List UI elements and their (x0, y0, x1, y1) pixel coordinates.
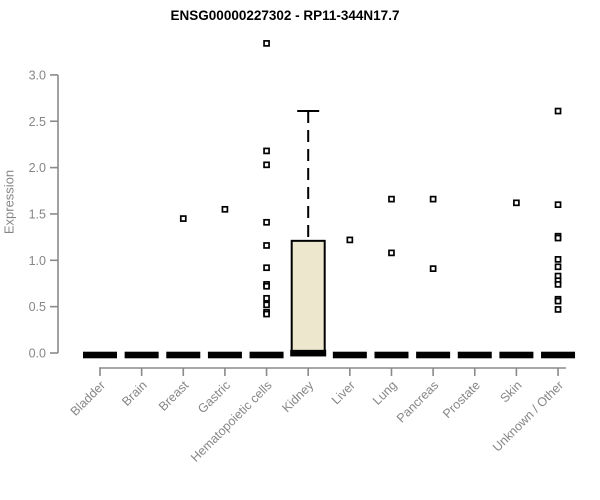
outlier-point (554, 234, 562, 242)
category-tick-label: Prostate (440, 378, 483, 421)
outlier-point (263, 264, 270, 272)
category-tick-label: Lung (370, 378, 400, 408)
median-bar (124, 351, 159, 359)
median-bar (541, 351, 576, 359)
median-bar (374, 351, 409, 359)
outlier-point (429, 265, 437, 272)
outlier-point (388, 249, 395, 257)
median-bar (83, 351, 117, 359)
median-bar (207, 351, 242, 359)
median-bar (290, 349, 327, 357)
outlier-point (263, 161, 270, 169)
outlier-point (554, 201, 562, 209)
outlier-point (221, 205, 229, 213)
median-bar (166, 351, 201, 359)
outlier-point (554, 256, 562, 263)
category-tick-label: Brain (119, 378, 150, 409)
outlier-point (263, 301, 270, 309)
category-tick-label: Unknown / Other (490, 378, 566, 454)
outlier-point (179, 215, 187, 222)
median-bar (416, 351, 451, 359)
outlier-point (513, 199, 520, 207)
outlier-point (263, 282, 270, 290)
outlier-point (429, 195, 437, 203)
outlier-point (554, 107, 562, 115)
outlier-point (346, 236, 354, 244)
outlier-point (263, 40, 270, 47)
category-tick-label: Liver (329, 378, 358, 407)
outlier-point (554, 281, 562, 288)
median-bar (249, 351, 284, 359)
category-tick-label: Kidney (279, 378, 316, 415)
y-tick-label: 3.0 (29, 68, 46, 82)
outlier-point (263, 242, 270, 249)
outlier-point (554, 263, 562, 271)
median-bar (332, 351, 367, 359)
category-tick-label: Bladder (68, 378, 108, 418)
outlier-point (554, 297, 562, 305)
outlier-point (263, 310, 270, 318)
median-bar (457, 351, 492, 359)
box (290, 239, 326, 354)
y-tick-label: 2.0 (29, 161, 46, 175)
outlier-point (388, 195, 395, 203)
outlier-point (554, 306, 562, 313)
y-tick-label: 0.0 (29, 347, 46, 361)
outlier-point (263, 147, 270, 155)
y-tick-label: 0.5 (29, 300, 46, 314)
y-tick-label: 2.5 (29, 115, 46, 129)
category-tick-label: Hematopoietic cells (188, 378, 275, 465)
category-tick-label: Gastric (195, 378, 233, 416)
median-bar (499, 351, 534, 359)
chart-title: ENSG00000227302 - RP11-344N17.7 (170, 8, 400, 23)
y-tick-label: 1.0 (29, 254, 46, 268)
outlier-point (263, 218, 270, 226)
outlier-point (263, 294, 270, 302)
y-tick-label: 1.5 (29, 207, 46, 221)
category-tick-label: Pancreas (394, 378, 441, 425)
category-tick-label: Skin (497, 378, 524, 405)
category-tick-label: Breast (156, 378, 192, 414)
